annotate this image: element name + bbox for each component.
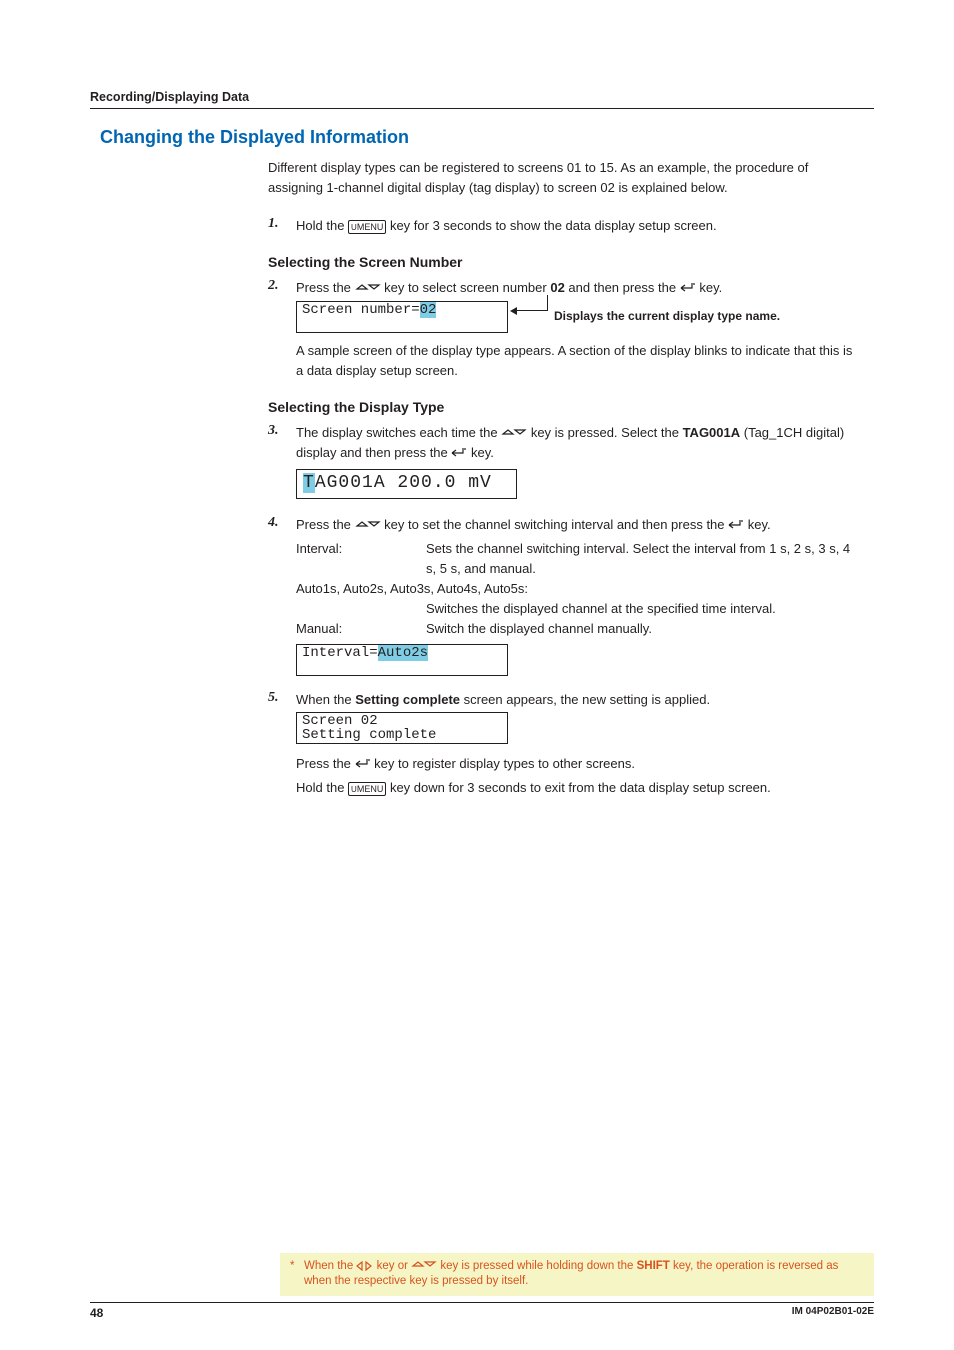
def-manual-label: Manual: (296, 619, 426, 639)
lcd-display-tag: TAG001A 200.0 mV (296, 469, 517, 499)
lcd-display-interval: Interval=Auto2s (296, 644, 508, 676)
step-number: 3. (268, 423, 290, 439)
step-number: 1. (268, 216, 290, 232)
step1-post: key for 3 seconds to show the data displ… (386, 218, 716, 233)
updown-key-icon (411, 1261, 437, 1271)
updown-key-icon (501, 429, 527, 439)
tag-bold: TAG001A (683, 425, 741, 440)
step-2: 2. Press the key to select screen number… (268, 278, 854, 380)
menu-key-icon: UMENU (348, 220, 386, 234)
annotation-label: Displays the current display type name. (554, 307, 780, 326)
footnote: * When the key or key is pressed while h… (280, 1253, 874, 1296)
def-manual-value: Switch the displayed channel manually. (426, 619, 854, 639)
leftright-key-icon (356, 1261, 373, 1271)
step-number: 5. (268, 690, 290, 706)
enter-key-icon (355, 758, 371, 770)
running-header: Recording/Displaying Data (90, 90, 874, 109)
setting-complete-bold: Setting complete (355, 692, 460, 707)
lcd-display-screen-number: Screen number=02 (296, 301, 508, 333)
enter-key-icon (728, 519, 744, 531)
step-3: 3. The display switches each time the ke… (268, 423, 854, 499)
def-interval-value: Sets the channel switching interval. Sel… (426, 539, 854, 579)
step-5: 5. When the Setting complete screen appe… (268, 690, 854, 799)
section-title: Changing the Displayed Information (100, 127, 874, 148)
screen-number-bold: 02 (550, 280, 564, 295)
page-footer: 48 IM 04P02B01-02E (90, 1302, 874, 1320)
def-interval-label: Interval: (296, 539, 426, 579)
step-number: 4. (268, 515, 290, 531)
step-1: 1. Hold the UMENU key for 3 seconds to s… (268, 216, 854, 236)
subhead-screen-number: Selecting the Screen Number (268, 254, 854, 270)
updown-key-icon (355, 284, 381, 294)
updown-key-icon (355, 521, 381, 531)
definition-list: Interval: Sets the channel switching int… (296, 539, 854, 640)
shift-key-label: SHIFT (637, 1260, 670, 1272)
step2-note: A sample screen of the display type appe… (296, 341, 854, 381)
step-number: 2. (268, 278, 290, 294)
page-number: 48 (90, 1306, 103, 1320)
lcd-display-complete: Screen 02Setting complete (296, 712, 508, 744)
enter-key-icon (451, 447, 467, 459)
step1-pre: Hold the (296, 218, 348, 233)
subhead-display-type: Selecting the Display Type (268, 399, 854, 415)
annotation-arrow-icon (508, 308, 548, 326)
menu-key-icon: UMENU (348, 782, 386, 796)
def-auto-value: Switches the displayed channel at the sp… (426, 599, 854, 619)
doc-id: IM 04P02B01-02E (792, 1306, 874, 1320)
step-4: 4. Press the key to set the channel swit… (268, 515, 854, 676)
def-auto-label: Auto1s, Auto2s, Auto3s, Auto4s, Auto5s: (296, 579, 854, 599)
enter-key-icon (680, 282, 696, 294)
intro-paragraph: Different display types can be registere… (268, 158, 854, 198)
